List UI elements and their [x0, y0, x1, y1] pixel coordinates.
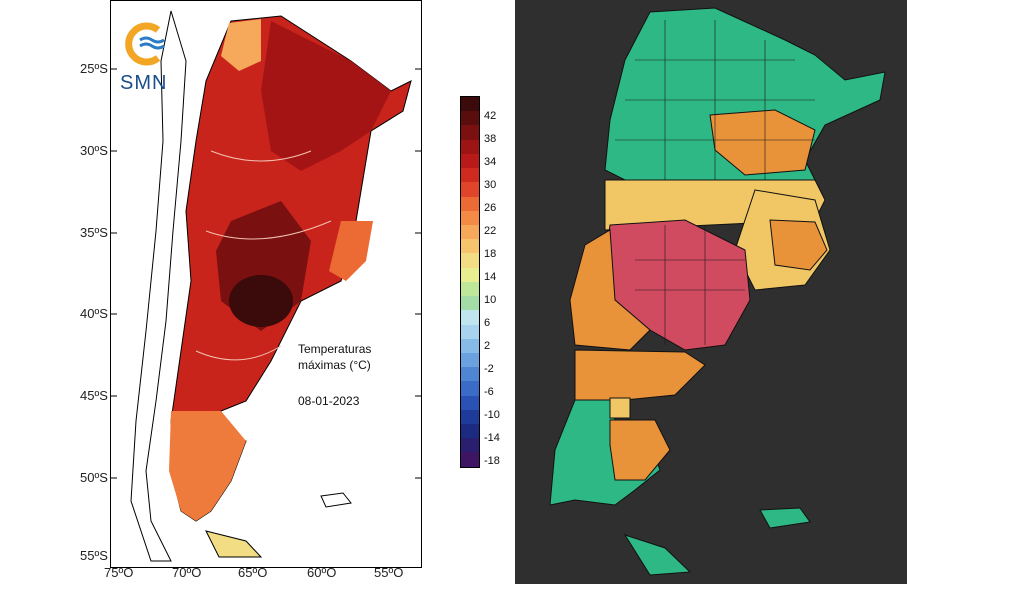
colorbar-swatch: [461, 367, 479, 382]
colorbar-swatch: [461, 182, 479, 197]
malvinas-islands: [320, 492, 352, 508]
lon-label: 70ºO: [172, 565, 202, 580]
lat-label: 30ºS: [80, 143, 108, 158]
lat-label: 55ºS: [80, 548, 108, 563]
colorbar-swatch: [461, 281, 479, 297]
colorbar-swatch: [461, 239, 479, 254]
colorbar-tick-label: 14: [484, 271, 497, 283]
patagonia-zone: [169, 411, 246, 521]
colorbar-swatch: [461, 424, 479, 439]
lon-label: 65ºO: [238, 565, 268, 580]
east-coast-zone: [329, 221, 373, 281]
tierra-del-fuego: [205, 530, 263, 558]
colorbar-tick-label: -18: [484, 455, 500, 467]
north-green-region: [604, 7, 886, 186]
colorbar-swatch: [461, 196, 479, 211]
colorbar-tick-label: -10: [484, 409, 500, 421]
colorbar-tick-label: 6: [484, 317, 491, 329]
colorbar-tick-label: 18: [484, 248, 497, 260]
colorbar-swatch: [461, 111, 479, 126]
colorbar-swatch: [461, 168, 479, 183]
lat-label: 45ºS: [80, 388, 108, 403]
small-yellow-zone: [609, 397, 631, 419]
north-heat-zone: [261, 21, 391, 171]
colorbar-swatch: [461, 253, 479, 268]
lat-label: 50ºS: [80, 470, 108, 485]
lat-label: 25ºS: [80, 61, 108, 76]
colorbar-tick-label: 2: [484, 340, 491, 352]
max-heat-core: [229, 275, 293, 327]
colorbar-swatch: [461, 139, 479, 154]
lat-label: 35ºS: [80, 225, 108, 240]
colorbar-swatch: [461, 352, 479, 368]
lat-label: 40ºS: [80, 306, 108, 321]
colorbar-tick-label: -14: [484, 432, 500, 444]
colorbar-tick-label: -2: [484, 363, 494, 375]
colorbar-tick-label: 42: [484, 110, 497, 122]
colorbar-swatch: [461, 338, 479, 353]
colorbar-swatch: [461, 395, 479, 410]
colorbar-swatch: [461, 224, 479, 240]
colorbar-tick-label: -6: [484, 386, 494, 398]
smn-logo-text: SMN: [120, 72, 168, 94]
colorbar-swatch: [461, 438, 479, 453]
lon-label: 75ºO: [104, 565, 134, 580]
alert-map-panel: [515, 0, 907, 584]
temperature-map: [111, 10, 421, 562]
chile-outline: [130, 10, 187, 562]
colorbar-tick-label: 26: [484, 202, 497, 214]
colorbar-tick-label: 30: [484, 179, 497, 191]
colorbar-tick-label: 34: [484, 156, 497, 168]
lon-label: 55ºO: [374, 565, 404, 580]
temperature-map-panel: SMN 25ºS 30ºS 35ºS 40ºS 45ºS 50ºS 55ºS 7…: [0, 0, 512, 584]
colorbar-swatch: [461, 97, 479, 112]
colorbar-tick-label: 38: [484, 133, 497, 145]
colorbar-tick-label: 22: [484, 225, 497, 237]
smn-logo-icon: [125, 22, 165, 66]
buenos-aires-orange: [769, 219, 828, 271]
colorbar-swatch: [461, 324, 479, 339]
colorbar-swatch: [461, 296, 479, 311]
colorbar-swatch: [461, 125, 479, 140]
map-date: 08-01-2023: [298, 394, 360, 408]
northwest-zone: [221, 19, 261, 71]
map-title-line1: Temperaturas: [298, 342, 372, 356]
colorbar-swatch: [461, 267, 479, 282]
malvinas-region: [759, 507, 811, 529]
map-title-line2: máximas (°C): [298, 358, 371, 372]
tierra-del-fuego-region: [623, 534, 692, 576]
colorbar-tick-label: 10: [484, 294, 497, 306]
colorbar-swatch: [461, 310, 479, 325]
lon-label: 60ºO: [307, 565, 337, 580]
temperature-map-frame: [110, 0, 422, 568]
chubut-orange-region: [609, 419, 671, 481]
west-orange-region: [569, 229, 651, 351]
colorbar-swatch: [461, 452, 479, 467]
colorbar-swatch: [461, 153, 479, 169]
temperature-colorbar: [460, 96, 480, 468]
colorbar-swatch: [461, 210, 479, 225]
colorbar-swatch: [461, 409, 479, 425]
colorbar-swatch: [461, 381, 479, 396]
alert-map: [549, 7, 886, 576]
